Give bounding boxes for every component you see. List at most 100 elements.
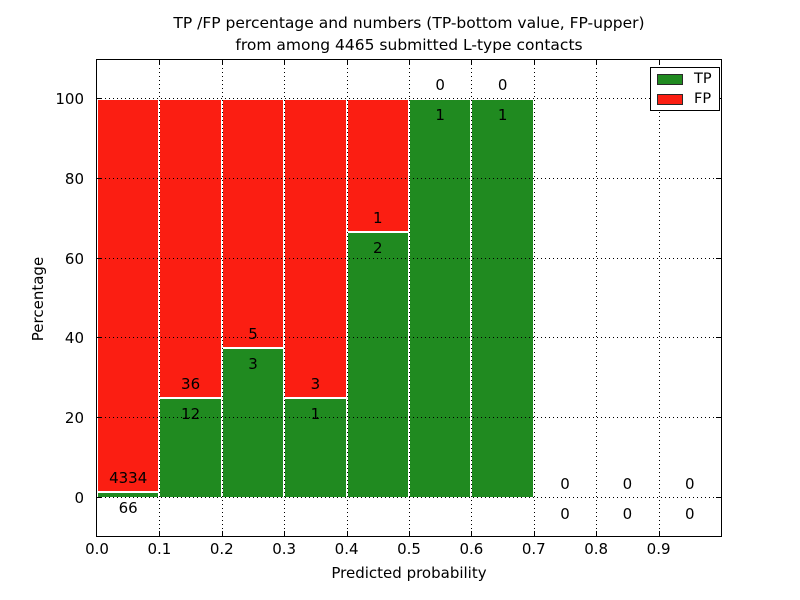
x-tick-bottom-0.4 [346, 531, 348, 536]
x-tick-bottom-0.1 [159, 531, 161, 536]
bar-segment-fp-0.1 [159, 99, 222, 399]
y-tick-label-100: 100 [55, 90, 84, 108]
x-tick-top-0.6 [471, 60, 473, 65]
gridline-x-0.2 [221, 60, 223, 536]
x-tick-top-0.7 [533, 60, 535, 65]
gridline-x-0.4 [346, 60, 348, 536]
tp-count-label-0.0: 66 [118, 498, 138, 517]
chart-title-line2: from among 4465 submitted L-type contact… [235, 36, 583, 54]
x-tick-label-0.3: 0.3 [272, 540, 297, 558]
y-tick-right-0 [716, 497, 721, 498]
x-tick-top-0.1 [159, 60, 161, 65]
x-tick-label-0.1: 0.1 [147, 540, 172, 558]
y-tick-label-40: 40 [64, 329, 84, 348]
y-tick-left-60 [97, 257, 102, 259]
bar-segment-fp-0.2 [221, 99, 285, 349]
y-axis-label: Percentage [29, 256, 47, 342]
bar-segment-tp-0.1 [159, 398, 222, 498]
tp-count-label-0.6: 1 [497, 105, 508, 124]
tp-count-label-0.3: 1 [310, 405, 321, 424]
y-tick-left-20 [97, 417, 102, 419]
gridline-y-20 [97, 417, 721, 419]
y-tick-left-100 [97, 98, 102, 99]
fp-count-label-0.1: 36 [181, 375, 201, 394]
fp-count-label-0.3: 3 [310, 375, 321, 394]
x-tick-label-0.9: 0.9 [646, 540, 671, 558]
legend-swatch-fp [657, 93, 683, 105]
bar-segment-tp-0.6 [471, 99, 534, 498]
legend: TP FP [650, 67, 720, 111]
plot-area: 4334 66 36 12 5 3 3 1 1 2 0 1 0 1 0 0 0 0 0 0 [96, 59, 722, 537]
bar-segment-fp-0.3 [284, 99, 347, 399]
y-tick-label-0: 0 [74, 489, 84, 507]
x-tick-label-0.5: 0.5 [397, 540, 421, 558]
bar-segment-tp-0.3 [284, 398, 347, 498]
x-tick-top-0.2 [221, 60, 223, 65]
y-tick-right-20 [716, 417, 721, 419]
x-tick-top-0.3 [284, 60, 286, 65]
fp-count-label-0.0: 4334 [109, 469, 148, 488]
gridline-y-100 [97, 98, 721, 99]
y-tick-left-80 [97, 177, 102, 179]
x-tick-top-0.4 [346, 60, 348, 65]
gridline-y-80 [97, 177, 721, 179]
y-tick-right-40 [716, 337, 721, 339]
chart-title-line1: TP /FP percentage and numbers (TP-bottom… [173, 14, 645, 32]
fp-count-label-0.7: 0 [560, 475, 570, 494]
tp-count-label-0.8: 0 [622, 504, 633, 523]
fp-count-label-0.5: 0 [435, 76, 445, 95]
bar-segment-tp-0.4 [346, 232, 409, 498]
legend-label-tp: TP [694, 70, 712, 87]
x-tick-bottom-0.5 [409, 531, 410, 536]
x-tick-bottom-0.6 [471, 531, 473, 536]
gridline-y-60 [97, 257, 721, 259]
x-tick-bottom-0.2 [221, 531, 223, 536]
x-tick-label-0.8: 0.8 [584, 540, 609, 558]
fp-count-label-0.2: 5 [248, 325, 258, 344]
tp-count-label-0.7: 0 [560, 504, 570, 523]
x-tick-label-0.0: 0.0 [85, 540, 109, 558]
gridline-x-0.7 [533, 60, 535, 536]
tp-count-label-0.1: 12 [181, 405, 201, 424]
x-tick-label-0.4: 0.4 [334, 540, 359, 558]
x-tick-bottom-0.8 [596, 531, 598, 536]
x-tick-label-0.6: 0.6 [459, 540, 484, 558]
fp-count-label-0.6: 0 [497, 76, 508, 95]
x-tick-bottom-0.9 [658, 531, 660, 536]
fp-count-label-0.8: 0 [622, 475, 633, 494]
x-tick-bottom-0.3 [284, 531, 286, 536]
x-axis-label: Predicted probability [331, 564, 487, 582]
y-tick-label-60: 60 [64, 249, 84, 268]
y-tick-left-0 [97, 497, 102, 498]
y-tick-right-60 [716, 257, 721, 259]
tp-count-label-0.2: 3 [248, 355, 258, 374]
y-tick-left-40 [97, 337, 102, 339]
bar-segment-fp-0.4 [346, 99, 409, 232]
x-tick-top-0.8 [596, 60, 598, 65]
tp-count-label-0.9: 0 [685, 504, 695, 523]
gridline-x-0.3 [284, 60, 286, 536]
x-tick-bottom-0.7 [533, 531, 535, 536]
bar-segment-fp-0.0 [97, 99, 160, 493]
legend-entry-tp: TP [651, 71, 719, 88]
tp-count-label-0.4: 2 [373, 238, 383, 257]
x-tick-label-0.7: 0.7 [521, 540, 546, 558]
gridline-x-0.8 [596, 60, 598, 536]
legend-swatch-tp [657, 73, 683, 85]
legend-entry-fp: FP [651, 91, 719, 108]
x-tick-top-0.9 [658, 60, 660, 65]
legend-label-fp: FP [694, 90, 712, 107]
gridline-x-0.9 [658, 60, 660, 536]
fp-count-label-0.9: 0 [685, 475, 695, 494]
y-tick-label-80: 80 [64, 169, 84, 188]
tp-count-label-0.5: 1 [435, 105, 445, 124]
y-tick-label-20: 20 [64, 409, 84, 428]
gridline-y-40 [97, 337, 721, 339]
gridline-x-0.1 [159, 60, 161, 536]
x-tick-label-0.2: 0.2 [209, 540, 234, 558]
gridline-x-0.5 [409, 60, 410, 536]
gridline-y-0 [97, 497, 721, 498]
y-tick-right-80 [716, 177, 721, 179]
fp-count-label-0.4: 1 [373, 209, 383, 228]
